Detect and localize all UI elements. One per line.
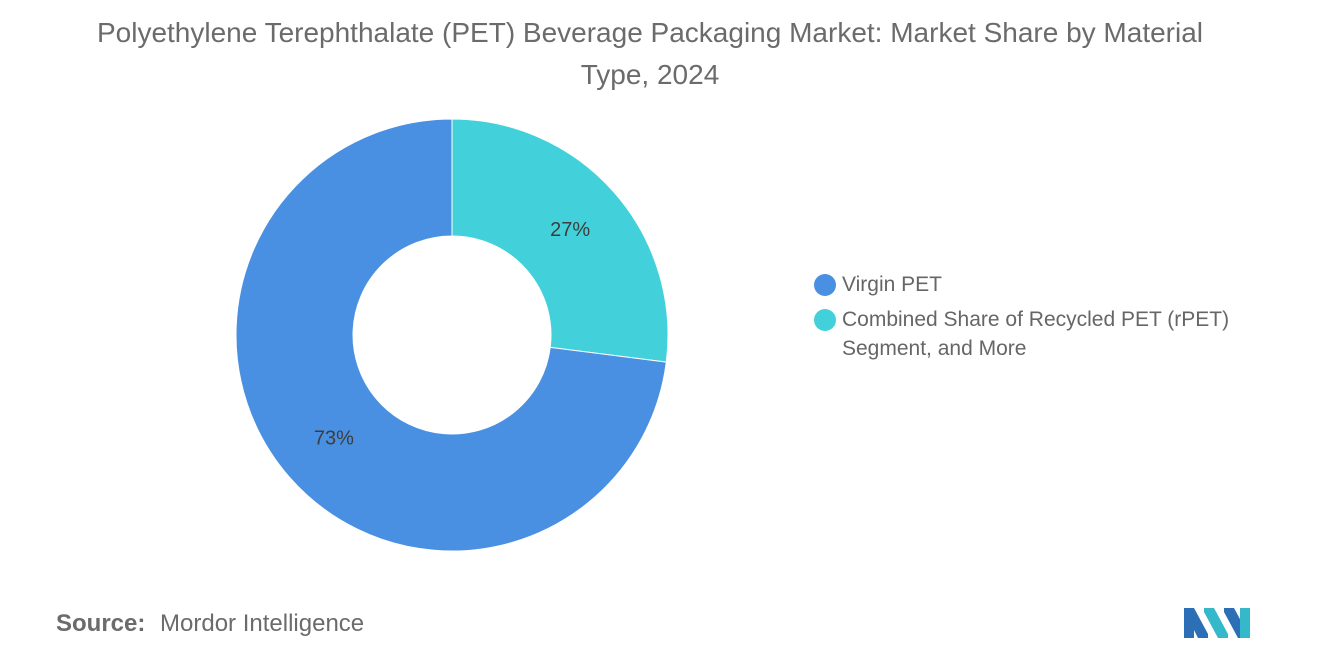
legend-item-virgin-pet: Virgin PET [814, 270, 1284, 299]
donut-slice-1 [235, 118, 667, 552]
chart-legend: Virgin PET Combined Share of Recycled PE… [814, 270, 1284, 369]
legend-swatch-recycled-pet [814, 309, 836, 331]
legend-item-recycled-pet: Combined Share of Recycled PET (rPET) Se… [814, 305, 1284, 363]
donut-slice-0 [451, 118, 669, 363]
donut-slice-label-1: 73% [314, 427, 354, 449]
donut-slice-label-0: 27% [550, 219, 590, 241]
legend-label-recycled-pet: Combined Share of Recycled PET (rPET) Se… [842, 308, 1230, 360]
mordor-intelligence-logo-icon [1184, 608, 1250, 638]
legend-label-virgin-pet: Virgin PET [842, 273, 942, 296]
source-note: Source: Mordor Intelligence [56, 610, 364, 638]
legend-swatch-virgin-pet [814, 274, 836, 296]
logo-shape-middle [1204, 608, 1228, 638]
chart-title: Polyethylene Terephthalate (PET) Beverag… [96, 17, 1204, 90]
logo-shape-left [1184, 608, 1208, 638]
source-value: Mordor Intelligence [160, 610, 365, 637]
logo-shape-right-bar [1240, 608, 1250, 638]
source-label: Source: [56, 610, 146, 637]
